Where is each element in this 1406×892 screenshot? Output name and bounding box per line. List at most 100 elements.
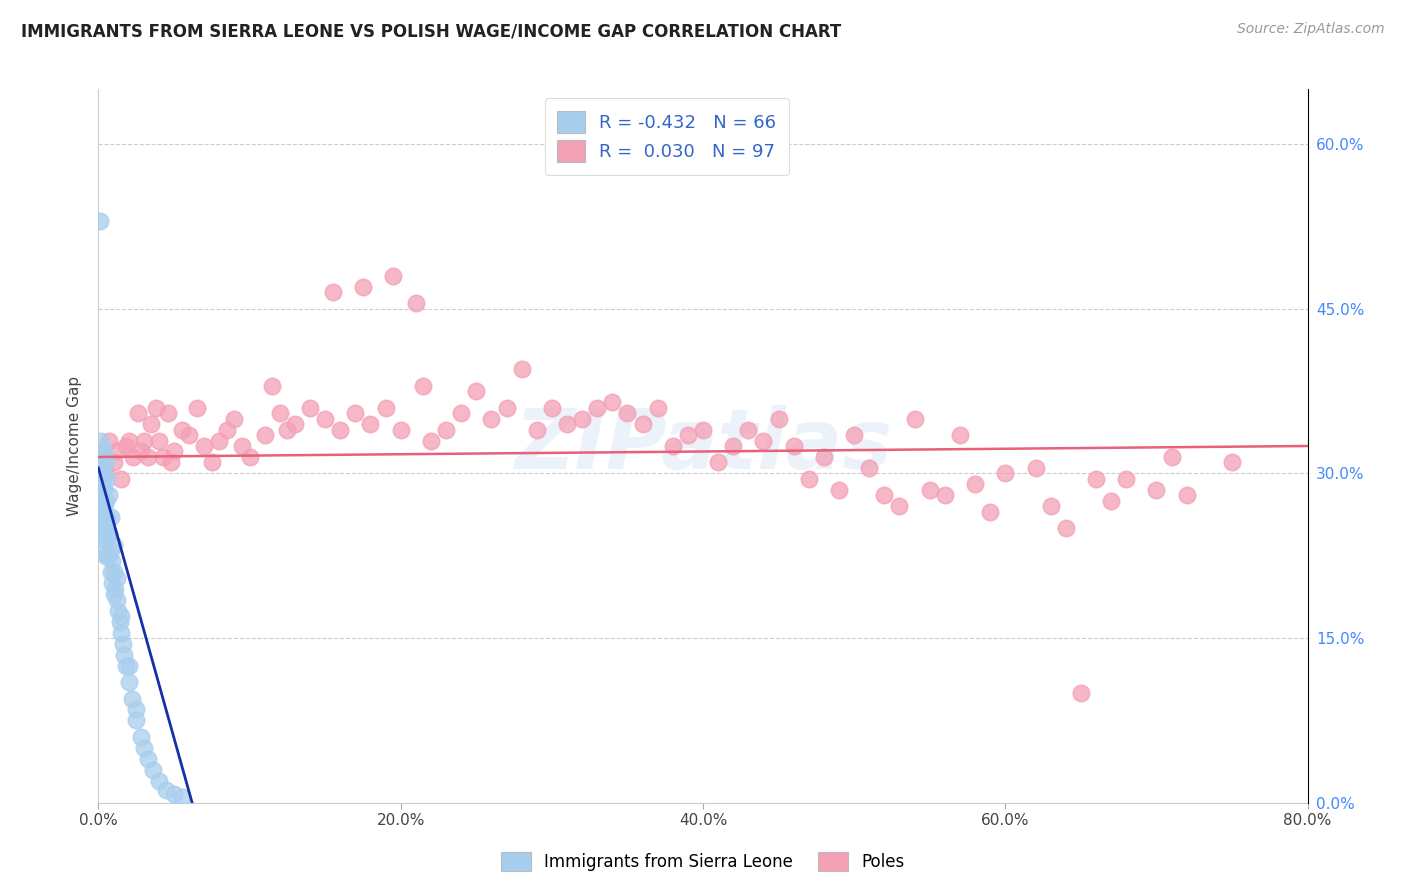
Point bbox=[129, 730, 152, 744]
Point bbox=[90, 434, 112, 448]
Point bbox=[344, 406, 367, 420]
Point bbox=[752, 434, 775, 448]
Point bbox=[91, 533, 114, 547]
Point bbox=[91, 472, 114, 486]
Point bbox=[148, 773, 170, 788]
Point bbox=[1070, 686, 1092, 700]
Point bbox=[844, 428, 866, 442]
Point bbox=[90, 461, 112, 475]
Point bbox=[510, 362, 533, 376]
Point bbox=[1024, 461, 1046, 475]
Point bbox=[858, 461, 880, 475]
Point bbox=[142, 763, 165, 777]
Point bbox=[93, 444, 115, 458]
Point bbox=[262, 378, 284, 392]
Point bbox=[110, 609, 132, 624]
Point bbox=[96, 526, 118, 541]
Point bbox=[208, 434, 231, 448]
Point bbox=[91, 467, 114, 481]
Point bbox=[89, 472, 111, 486]
Y-axis label: Wage/Income Gap: Wage/Income Gap bbox=[67, 376, 83, 516]
Point bbox=[374, 401, 396, 415]
Point bbox=[783, 439, 806, 453]
Point bbox=[1144, 483, 1167, 497]
Point bbox=[112, 648, 135, 662]
Point bbox=[360, 417, 382, 431]
Point bbox=[94, 510, 117, 524]
Point bbox=[127, 406, 149, 420]
Point bbox=[1085, 472, 1108, 486]
Point bbox=[141, 417, 163, 431]
Point bbox=[98, 549, 121, 563]
Point bbox=[94, 467, 117, 481]
Point bbox=[103, 455, 125, 469]
Point bbox=[90, 477, 112, 491]
Point bbox=[224, 411, 246, 425]
Point bbox=[91, 483, 114, 497]
Point bbox=[91, 450, 114, 464]
Point bbox=[873, 488, 896, 502]
Point bbox=[105, 592, 128, 607]
Point bbox=[114, 658, 136, 673]
Point bbox=[737, 423, 759, 437]
Point bbox=[136, 450, 159, 464]
Point bbox=[121, 691, 143, 706]
Point bbox=[170, 423, 193, 437]
Point bbox=[93, 516, 115, 530]
Point bbox=[1054, 521, 1077, 535]
Point bbox=[965, 477, 987, 491]
Legend: R = -0.432   N = 66, R =  0.030   N = 97: R = -0.432 N = 66, R = 0.030 N = 97 bbox=[544, 98, 789, 175]
Point bbox=[405, 296, 427, 310]
Point bbox=[93, 500, 115, 514]
Point bbox=[329, 423, 352, 437]
Point bbox=[90, 494, 112, 508]
Point bbox=[322, 285, 344, 300]
Point bbox=[108, 615, 131, 629]
Point bbox=[382, 268, 405, 283]
Point bbox=[526, 423, 548, 437]
Point bbox=[111, 637, 134, 651]
Point bbox=[276, 423, 298, 437]
Point bbox=[707, 455, 730, 469]
Text: ZIPatlas: ZIPatlas bbox=[515, 406, 891, 486]
Point bbox=[481, 411, 503, 425]
Point bbox=[152, 450, 174, 464]
Point bbox=[89, 444, 111, 458]
Point bbox=[94, 494, 117, 508]
Point bbox=[110, 472, 132, 486]
Point bbox=[118, 434, 141, 448]
Point bbox=[103, 566, 125, 580]
Point bbox=[434, 423, 457, 437]
Point bbox=[145, 401, 167, 415]
Point bbox=[1115, 472, 1137, 486]
Point bbox=[934, 488, 956, 502]
Point bbox=[94, 549, 117, 563]
Point bbox=[352, 280, 374, 294]
Point bbox=[163, 787, 186, 801]
Point bbox=[91, 516, 114, 530]
Point bbox=[201, 455, 224, 469]
Point bbox=[602, 395, 624, 409]
Legend: Immigrants from Sierra Leone, Poles: Immigrants from Sierra Leone, Poles bbox=[492, 843, 914, 880]
Point bbox=[156, 406, 179, 420]
Point bbox=[571, 411, 593, 425]
Point bbox=[1099, 494, 1122, 508]
Point bbox=[269, 406, 291, 420]
Point bbox=[1039, 500, 1062, 514]
Point bbox=[661, 439, 683, 453]
Point bbox=[129, 444, 152, 458]
Text: IMMIGRANTS FROM SIERRA LEONE VS POLISH WAGE/INCOME GAP CORRELATION CHART: IMMIGRANTS FROM SIERRA LEONE VS POLISH W… bbox=[21, 22, 841, 40]
Point bbox=[647, 401, 669, 415]
Point bbox=[91, 500, 114, 514]
Point bbox=[96, 472, 118, 486]
Point bbox=[122, 450, 145, 464]
Point bbox=[98, 434, 121, 448]
Point bbox=[692, 423, 714, 437]
Point bbox=[170, 790, 193, 805]
Point bbox=[110, 625, 132, 640]
Point bbox=[193, 439, 215, 453]
Point bbox=[284, 417, 307, 431]
Point bbox=[904, 411, 927, 425]
Point bbox=[299, 401, 322, 415]
Point bbox=[389, 423, 412, 437]
